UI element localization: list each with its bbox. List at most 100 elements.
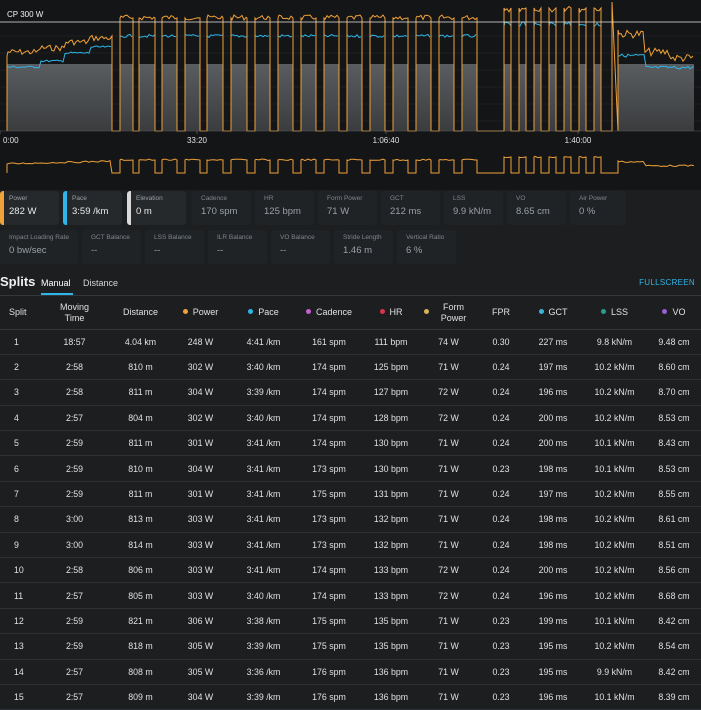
column-header-lss[interactable]: LSS <box>582 297 647 330</box>
table-cell-split: 7 <box>0 481 37 508</box>
elevation-block <box>162 64 177 131</box>
column-header-hr[interactable]: HR <box>363 297 419 330</box>
table-row[interactable]: 7 2:59 811 m 301 W 3:41 /km 175 spm 131 bpm 71 … <box>0 481 701 508</box>
table-cell-distance: 810 m <box>112 354 169 381</box>
table-row[interactable]: 2 2:58 810 m 302 W 3:40 /km 174 spm 125 bpm 71 … <box>0 354 701 381</box>
elevation-block <box>207 64 223 131</box>
column-header-moving-time[interactable]: Moving Time <box>37 297 112 330</box>
metric-card-vo-balance[interactable]: VO Balance -- <box>271 230 330 264</box>
workout-chart[interactable]: CP 300 W 0:00 33:20 1:06:40 1:40:00 <box>0 0 701 190</box>
table-row[interactable]: 3 2:58 811 m 304 W 3:39 /km 174 spm 127 bpm 72 … <box>0 379 701 406</box>
table-cell-fpr: 0.24 <box>478 532 524 559</box>
column-header-pace[interactable]: Pace <box>232 297 295 330</box>
table-row[interactable]: 6 2:59 810 m 304 W 3:41 /km 173 spm 130 bpm 71 … <box>0 455 701 482</box>
table-cell-moving-time: 18:57 <box>37 329 112 355</box>
metric-value: 9.9 kN/m <box>453 206 492 217</box>
column-header-split[interactable]: Split <box>0 297 37 330</box>
elevation-block <box>370 64 385 131</box>
metric-label: HR <box>264 195 274 202</box>
x-tick-label: 0:00 <box>3 136 19 145</box>
table-cell-hr: 136 bpm <box>363 684 419 710</box>
table-row[interactable]: 13 2:59 818 m 305 W 3:39 /km 175 spm 135 bpm 71… <box>0 633 701 660</box>
column-header-label: Distance <box>122 307 158 318</box>
metric-card-lss[interactable]: LSS 9.9 kN/m <box>444 191 503 225</box>
table-cell-lss: 10.2 kN/m <box>582 582 647 609</box>
table-cell-gct: 198 ms <box>524 455 582 482</box>
table-row[interactable]: 11 2:57 805 m 303 W 3:40 /km 174 spm 133 bpm 72… <box>0 582 701 609</box>
table-row[interactable]: 9 3:00 814 m 303 W 3:41 /km 173 spm 132 bpm 71 … <box>0 532 701 559</box>
metric-value: 71 W <box>327 206 350 217</box>
tab-manual[interactable]: Manual <box>41 278 71 288</box>
elevation-block <box>255 64 270 131</box>
table-cell-distance: 818 m <box>112 633 169 660</box>
table-cell-lss: 9.9 kN/m <box>582 659 647 685</box>
table-row[interactable]: 1 18:57 4.04 km 248 W 4:41 /km 161 spm 111 bpm… <box>0 329 701 355</box>
metric-card-vo[interactable]: VO 8.65 cm <box>507 191 566 225</box>
column-header-distance[interactable]: Distance <box>112 297 169 330</box>
pace-series-line <box>6 45 112 69</box>
metric-card-ilr-balance[interactable]: ILR Balance -- <box>208 230 267 264</box>
metric-value: 0 bw/sec <box>9 245 47 256</box>
column-header-gct[interactable]: GCT <box>524 297 582 330</box>
column-header-form-power[interactable]: Form Power <box>419 297 478 330</box>
table-cell-cadence: 161 spm <box>295 329 363 355</box>
pace-series-line <box>277 34 293 38</box>
metric-card-gct[interactable]: GCT 212 ms <box>381 191 440 225</box>
table-cell-cadence: 174 spm <box>295 582 363 609</box>
table-cell-distance: 814 m <box>112 532 169 559</box>
elevation-block <box>594 64 601 131</box>
table-row[interactable]: 4 2:57 804 m 302 W 3:40 /km 174 spm 128 bpm 72 … <box>0 405 701 432</box>
metric-card-air-power[interactable]: Air Power 0 % <box>570 191 626 225</box>
table-cell-lss: 10.2 kN/m <box>582 557 647 584</box>
metric-card-elevation[interactable]: Elevation 0 m <box>127 191 186 225</box>
metric-card-stride-length[interactable]: Stride Length 1.46 m <box>334 230 393 264</box>
table-cell-split: 11 <box>0 582 37 609</box>
metric-card-hr[interactable]: HR 125 bpm <box>255 191 314 225</box>
table-cell-power: 303 W <box>169 532 232 559</box>
metric-card-gct-balance[interactable]: GCT Balance -- <box>82 230 141 264</box>
table-cell-vo: 8.39 cm <box>647 684 701 710</box>
table-cell-power: 304 W <box>169 379 232 406</box>
series-color-dot <box>379 309 385 315</box>
metric-card-cadence[interactable]: Cadence 170 spm <box>192 191 251 225</box>
elevation-block <box>549 64 556 131</box>
metric-card-power[interactable]: Power 282 W <box>0 191 59 225</box>
table-cell-power: 303 W <box>169 582 232 609</box>
x-tick-label: 1:06:40 <box>373 136 400 145</box>
metric-card-form-power[interactable]: Form Power 71 W <box>318 191 377 225</box>
table-cell-hr: 125 bpm <box>363 354 419 381</box>
table-cell-gct: 227 ms <box>524 329 582 355</box>
table-cell-moving-time: 2:57 <box>37 684 112 710</box>
table-cell-power: 303 W <box>169 557 232 584</box>
table-row[interactable]: 5 2:59 811 m 301 W 3:41 /km 174 spm 130 bpm 71 … <box>0 430 701 457</box>
pace-series-line <box>323 34 339 38</box>
table-cell-form-power: 72 W <box>419 557 478 584</box>
metric-card-pace[interactable]: Pace 3:59 /km <box>63 191 122 225</box>
table-row[interactable]: 15 2:57 809 m 304 W 3:39 /km 176 spm 136 bpm 71… <box>0 684 701 710</box>
column-header-cadence[interactable]: Cadence <box>295 297 363 330</box>
column-header-fpr[interactable]: FPR <box>478 297 524 330</box>
table-cell-hr: 136 bpm <box>363 659 419 685</box>
tab-distance[interactable]: Distance <box>83 278 119 288</box>
table-cell-gct: 200 ms <box>524 405 582 432</box>
table-cell-distance: 806 m <box>112 557 169 584</box>
table-cell-power: 303 W <box>169 506 232 533</box>
table-cell-form-power: 71 W <box>419 481 478 508</box>
table-cell-gct: 200 ms <box>524 557 582 584</box>
column-header-power[interactable]: Power <box>169 297 232 330</box>
table-cell-moving-time: 3:00 <box>37 506 112 533</box>
table-cell-moving-time: 3:00 <box>37 532 112 559</box>
table-cell-vo: 8.53 cm <box>647 455 701 482</box>
table-row[interactable]: 10 2:58 806 m 303 W 3:41 /km 174 spm 133 bpm 72… <box>0 557 701 584</box>
table-row[interactable]: 14 2:57 808 m 305 W 3:36 /km 176 spm 136 bpm 71… <box>0 659 701 685</box>
table-row[interactable]: 12 2:59 821 m 306 W 3:38 /km 175 spm 135 bpm 71… <box>0 608 701 635</box>
column-header-vo[interactable]: VO <box>647 297 701 330</box>
fullscreen-button[interactable]: FULLSCREEN <box>639 278 695 287</box>
metric-card-vertical-ratio[interactable]: Vertical Ratio 6 % <box>397 230 456 264</box>
metric-card-impact-loading-rate[interactable]: Impact Loading Rate 0 bw/sec <box>0 230 78 264</box>
metric-card-lss-balance[interactable]: LSS Balance -- <box>145 230 204 264</box>
table-row[interactable]: 8 3:00 813 m 303 W 3:41 /km 173 spm 132 bpm 71 … <box>0 506 701 533</box>
table-cell-cadence: 176 spm <box>295 684 363 710</box>
table-cell-gct: 197 ms <box>524 354 582 381</box>
table-cell-distance: 811 m <box>112 481 169 508</box>
